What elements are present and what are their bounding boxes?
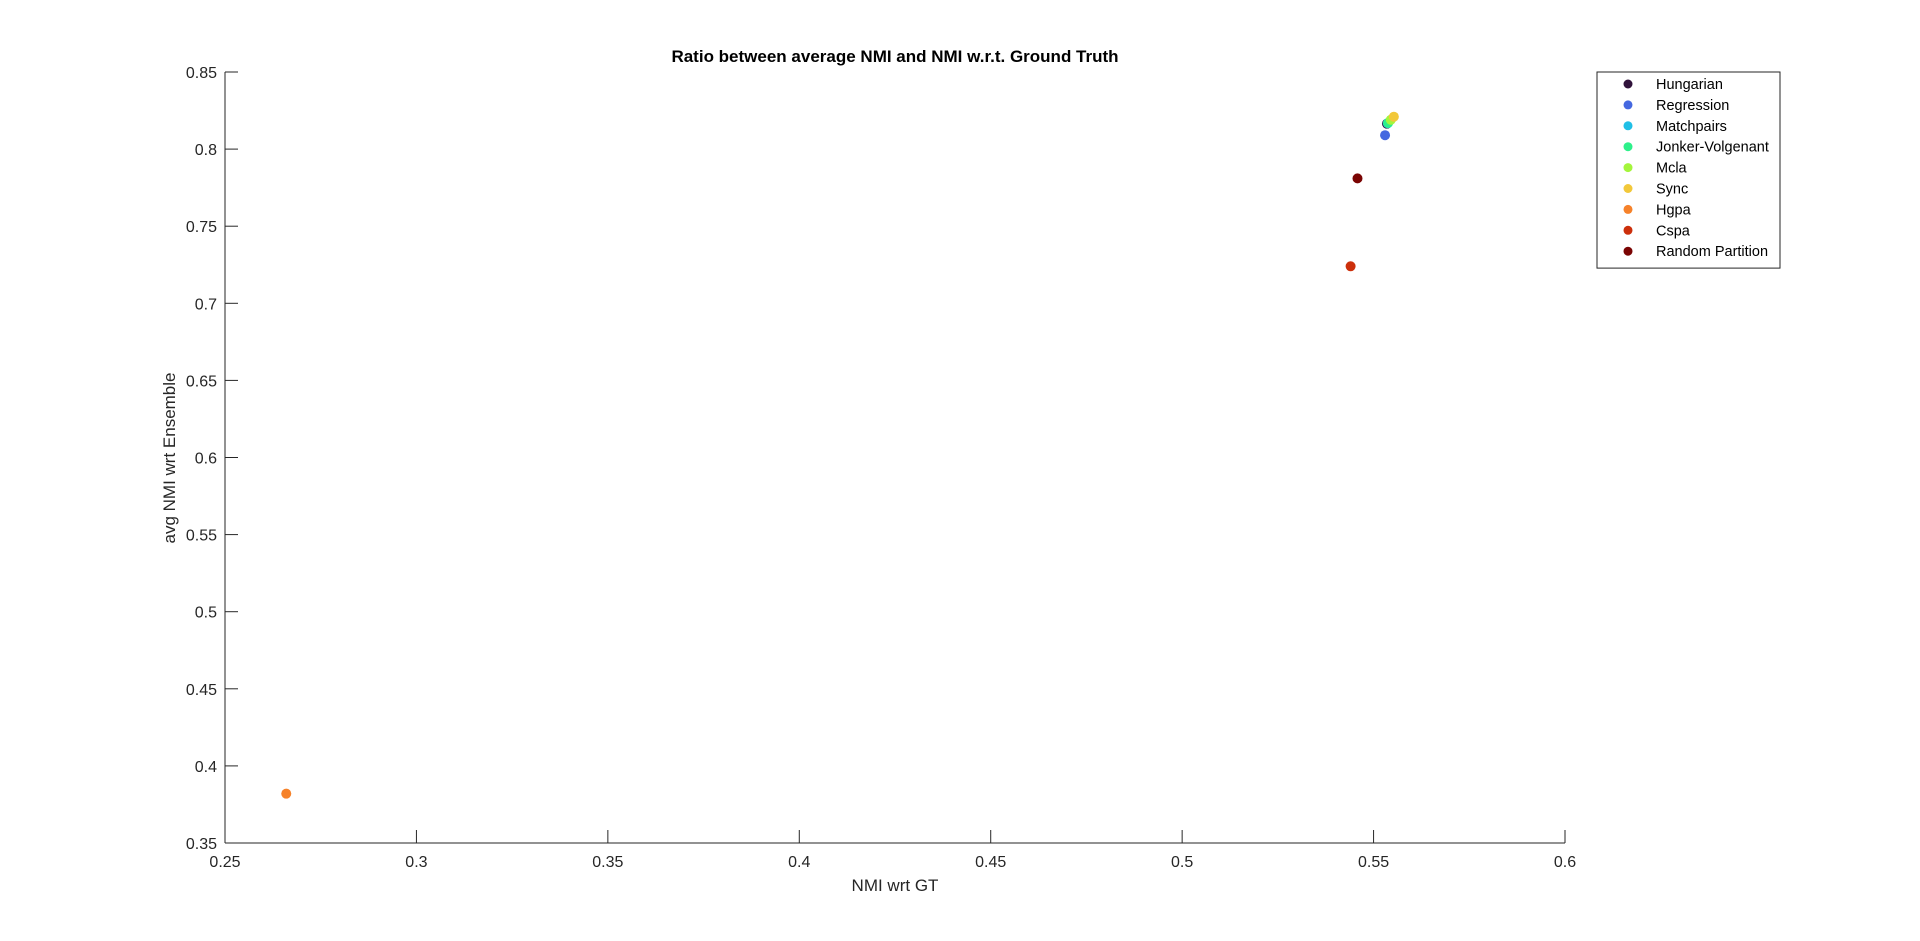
x-tick-label: 0.45 [975, 854, 1006, 871]
legend-entry-label: Matchpairs [1656, 119, 1727, 135]
data-point [1380, 130, 1391, 141]
legend-marker [1623, 204, 1633, 214]
legend-entry-label: Hgpa [1656, 202, 1692, 218]
data-point [281, 788, 292, 799]
x-axis-label: NMI wrt GT [852, 876, 939, 895]
legend-marker [1623, 121, 1633, 131]
y-tick-label: 0.5 [195, 605, 217, 622]
y-tick-label: 0.6 [195, 451, 217, 468]
y-tick-label: 0.4 [195, 759, 217, 776]
legend-marker [1623, 225, 1633, 235]
y-tick-label: 0.65 [186, 373, 217, 390]
x-tick-label: 0.5 [1171, 854, 1193, 871]
legend-marker [1623, 163, 1633, 173]
y-tick-label: 0.35 [186, 836, 217, 853]
legend-marker [1623, 142, 1633, 152]
data-points [281, 111, 1399, 799]
legend-entry-label: Cspa [1656, 223, 1691, 239]
x-tick-label: 0.25 [209, 854, 240, 871]
legend-marker [1623, 184, 1633, 193]
legend-entry-label: Sync [1656, 182, 1688, 198]
legend-entry-label: Regression [1656, 98, 1729, 114]
legend: Hungarian Regression Matchpairs Jonker-Volg… [1596, 71, 1781, 269]
x-tick-label: 0.55 [1358, 854, 1389, 871]
data-point [1352, 173, 1363, 184]
legend-marker [1623, 79, 1633, 89]
x-tick-label: 0.4 [788, 854, 810, 871]
x-tick-label: 0.35 [592, 854, 623, 871]
x-tick-label: 0.3 [405, 854, 427, 871]
legend-entry-label: Hungarian [1656, 77, 1723, 93]
y-tick-label: 0.45 [186, 682, 217, 699]
y-tick-label: 0.55 [186, 528, 217, 545]
y-tick-label: 0.7 [195, 296, 217, 313]
y-tick-label: 0.85 [186, 65, 217, 82]
legend-marker [1623, 246, 1633, 256]
legend-entry-label: Random Partition [1656, 244, 1768, 260]
legend-entry-label: Mcla [1656, 161, 1688, 177]
y-tick-label: 0.75 [186, 219, 217, 236]
y-axis-label: avg NMI wrt Ensemble [160, 373, 179, 544]
legend-entry-label: Jonker-Volgenant [1656, 140, 1769, 156]
axes [224, 72, 1565, 844]
chart-title: Ratio between average NMI and NMI w.r.t.… [671, 47, 1118, 66]
data-point [1388, 111, 1399, 122]
y-tick-label: 0.8 [195, 142, 217, 159]
data-point [1345, 261, 1356, 272]
axis-ticks: 0.25 0.3 0.35 0.4 0.45 0.5 0.55 0.6 0.35 0.4 0.45 0… [186, 65, 1576, 871]
x-tick-label: 0.6 [1554, 854, 1576, 871]
legend-marker [1623, 100, 1633, 110]
